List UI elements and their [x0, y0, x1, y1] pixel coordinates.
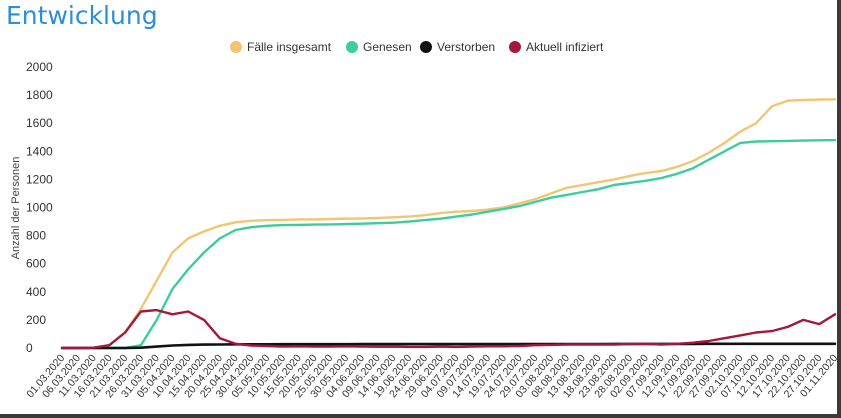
y-tick-label: 1400 [26, 144, 53, 158]
legend-marker [509, 41, 521, 53]
legend-marker [230, 41, 242, 53]
y-axis: 0 200 400 600 800 1000 1200 1400 1600 1800 2000 [26, 60, 53, 355]
series-line-aktuell-infiziert [60, 308, 837, 350]
legend-label[interactable]: Aktuell infiziert [526, 40, 604, 54]
legend-label[interactable]: Genesen [363, 40, 412, 54]
y-tick-label: 400 [26, 285, 46, 299]
y-tick-label: 800 [26, 229, 46, 243]
x-axis: 01.03.202006.03.202011.03.202016.03.2020… [24, 352, 840, 400]
y-tick-label: 1600 [26, 116, 53, 130]
y-tick-label: 600 [26, 257, 46, 271]
series-group [60, 98, 837, 350]
y-tick-label: 2000 [26, 60, 53, 74]
series-line-fälle-insgesamt [60, 98, 837, 350]
y-tick-label: 1800 [26, 88, 53, 102]
legend-label[interactable]: Fälle insgesamt [247, 40, 332, 54]
y-tick-label: 1000 [26, 201, 53, 215]
y-tick-label: 0 [26, 341, 33, 355]
y-tick-label: 1200 [26, 172, 53, 186]
y-tick-label: 200 [26, 313, 46, 327]
series-line-verstorben [60, 342, 837, 350]
legend: Fälle insgesamt Genesen Verstorben Aktuell … [230, 40, 604, 54]
page-title: Entwicklung [6, 1, 158, 30]
legend-marker [420, 41, 432, 53]
legend-marker [346, 41, 358, 53]
legend-label[interactable]: Verstorben [437, 40, 495, 54]
y-axis-label: Anzahl der Personen [10, 157, 22, 260]
series-line-genesen [60, 138, 837, 350]
